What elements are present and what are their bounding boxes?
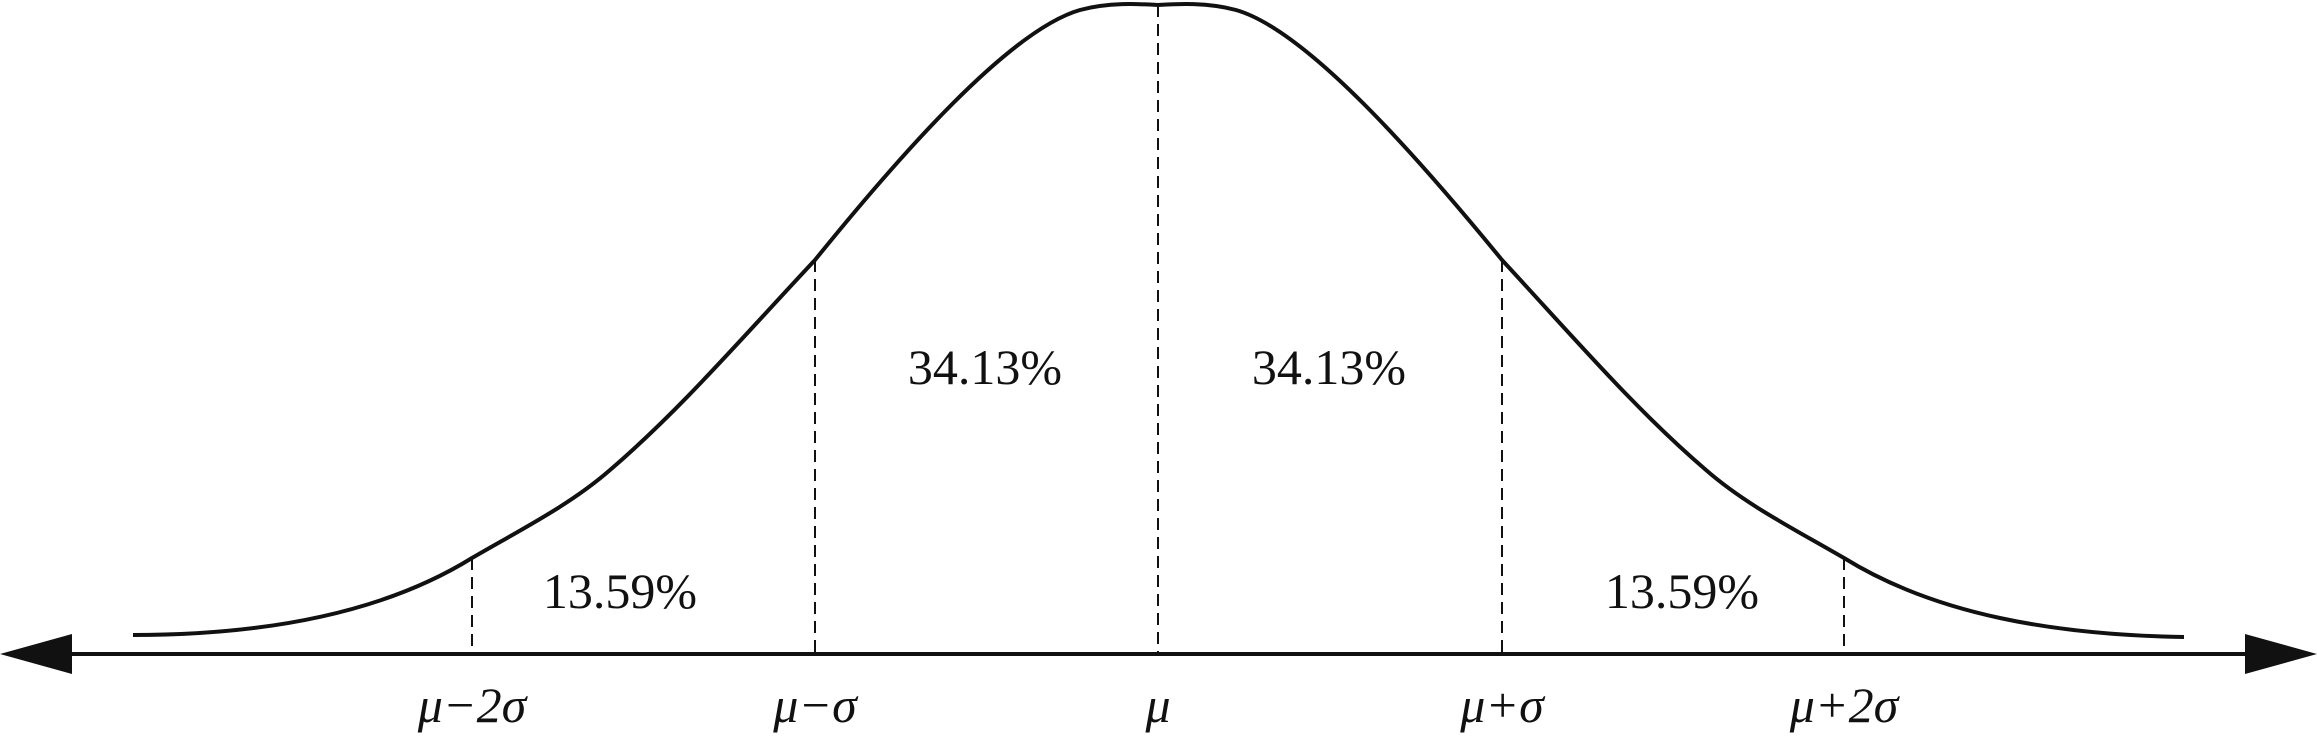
region-label-right-tail: 13.59% <box>1605 563 1759 619</box>
right-arrow-icon <box>2245 634 2317 674</box>
region-label-right-center: 34.13% <box>1252 339 1406 395</box>
left-arrow-icon <box>0 634 72 674</box>
region-label-left-center: 34.13% <box>908 339 1062 395</box>
axis-label-mu-plus-sigma: μ+σ <box>1459 677 1546 733</box>
axis-label-mu-minus-sigma: μ−σ <box>772 677 859 733</box>
axis-label-mu-plus-2sigma: μ+2σ <box>1789 677 1901 733</box>
axis-label-mu-minus-2sigma: μ−2σ <box>417 677 529 733</box>
region-label-left-tail: 13.59% <box>543 563 697 619</box>
axis-label-mu: μ <box>1144 677 1170 733</box>
